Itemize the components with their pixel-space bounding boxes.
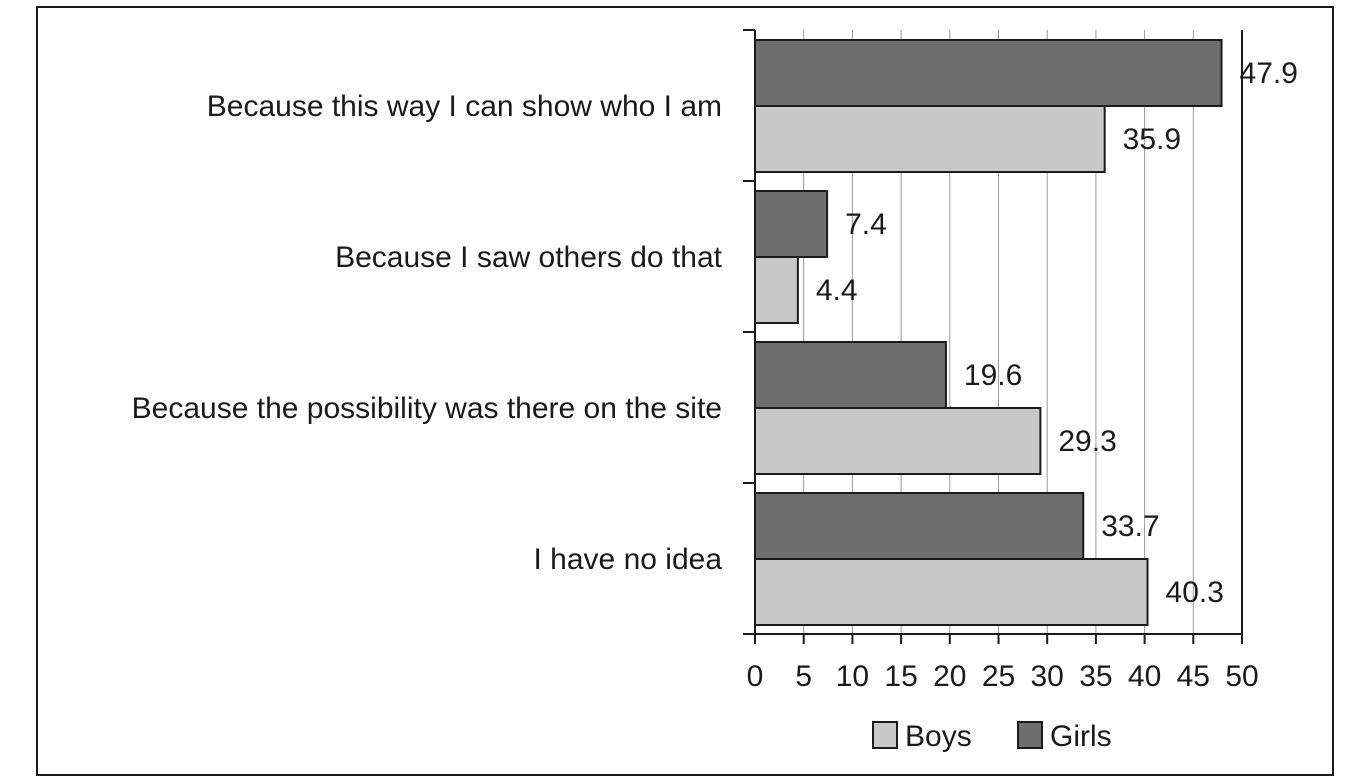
data-label-girls-2: 19.6 — [964, 359, 1022, 392]
x-tick-label-20: 20 — [933, 660, 966, 693]
bar-girls-1 — [754, 190, 829, 258]
x-tick-label-40: 40 — [1128, 660, 1161, 693]
data-label-girls-1: 7.4 — [845, 208, 887, 241]
bar-boys-3 — [754, 558, 1149, 626]
category-label-1: Because I saw others do that — [335, 241, 723, 274]
legend-label-boys: Boys — [905, 720, 972, 753]
legend-label-girls: Girls — [1050, 720, 1112, 753]
labels-group: 47.9 35.9 Because this way I can show who … — [132, 57, 1298, 693]
x-tick-label-10: 10 — [836, 660, 869, 693]
data-label-girls-0: 47.9 — [1240, 57, 1298, 90]
x-tick-label-50: 50 — [1225, 660, 1258, 693]
x-tick-label-5: 5 — [795, 660, 812, 693]
category-label-3: I have no idea — [534, 543, 723, 576]
chart-frame — [36, 6, 1334, 776]
data-label-girls-3: 33.7 — [1101, 510, 1159, 543]
bar-girls-2 — [754, 341, 947, 409]
x-tick-label-25: 25 — [982, 660, 1015, 693]
x-tick-label-30: 30 — [1031, 660, 1064, 693]
x-tick-label-15: 15 — [884, 660, 917, 693]
category-label-0: Because this way I can show who I am — [207, 90, 722, 123]
bar-boys-1 — [754, 256, 799, 324]
bars-group — [754, 39, 1223, 626]
x-tick-label-45: 45 — [1177, 660, 1210, 693]
data-label-boys-1: 4.4 — [816, 274, 858, 307]
bar-girls-0 — [754, 39, 1223, 107]
legend-swatch-girls — [1017, 721, 1043, 749]
axes-group — [743, 29, 1243, 644]
x-tick-label-35: 35 — [1079, 660, 1112, 693]
data-label-boys-0: 35.9 — [1123, 123, 1181, 156]
x-tick-label-0: 0 — [747, 660, 764, 693]
bar-boys-0 — [754, 105, 1106, 173]
legend-swatch-boys — [872, 721, 898, 749]
bar-girls-3 — [754, 492, 1085, 560]
legend: Boys Girls — [872, 720, 1112, 753]
data-label-boys-2: 29.3 — [1058, 425, 1116, 458]
bar-boys-2 — [754, 407, 1042, 475]
data-label-boys-3: 40.3 — [1166, 576, 1224, 609]
category-label-2: Because the possibility was there on the… — [132, 392, 722, 425]
